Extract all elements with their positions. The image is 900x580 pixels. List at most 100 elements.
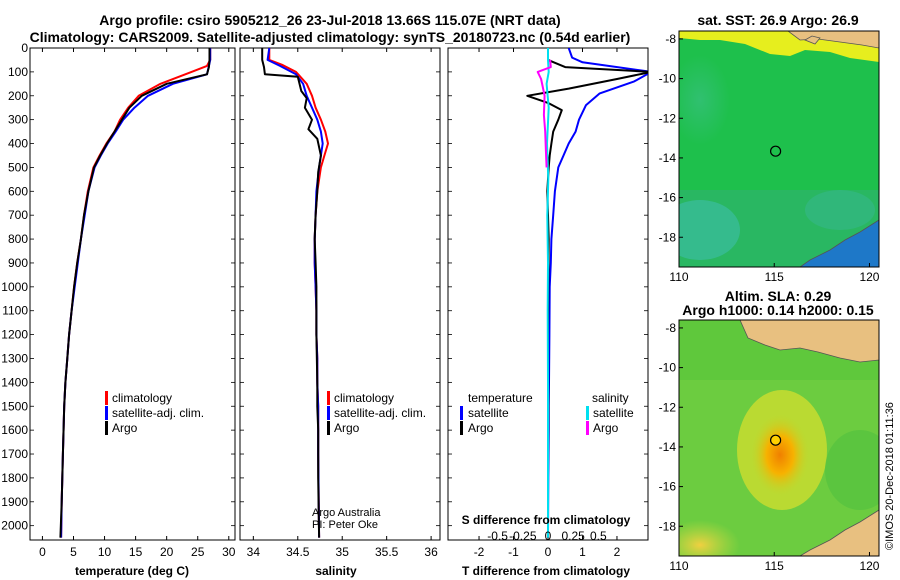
- legend-swatch-argo: [327, 421, 330, 435]
- lat-tick-label: -8: [665, 32, 676, 46]
- depth-tick-label: 1400: [1, 375, 28, 389]
- salinity-x-axis: 34 34.5 35 35.5 36: [247, 48, 438, 559]
- sla-map-title: Altim. SLA: 0.29: [725, 288, 832, 304]
- argo-float-marker: [769, 434, 782, 446]
- series-line-argo: [261, 48, 322, 538]
- lon-tick-label: 115: [765, 559, 784, 573]
- depth-tick-label: 100: [8, 65, 28, 79]
- depth-tick-label: 1800: [1, 471, 28, 485]
- depth-tick-label: 900: [8, 256, 28, 270]
- lat-tick-label: -10: [659, 361, 677, 375]
- legend-heading-temperature: temperature: [468, 391, 533, 405]
- depth-tick-label: 1900: [1, 495, 28, 509]
- depth-tick-label: 1500: [1, 399, 28, 413]
- legend-heading-salinity: salinity: [592, 391, 629, 405]
- legend-swatch-argo: [105, 421, 108, 435]
- sst-map-axes: -8 -10 -12 -14 -16 -18 110 115 120: [659, 32, 880, 284]
- s-diff-tick-label: -0.5: [487, 529, 508, 543]
- lat-tick-label: -16: [659, 191, 677, 205]
- temperature-x-label: temperature (deg C): [75, 564, 189, 578]
- legend-swatch-satellite: [105, 406, 108, 420]
- x-tick-label: -2: [474, 545, 485, 559]
- depth-tick-label: 400: [8, 137, 28, 151]
- difference-legend: temperature satellite Argo salinity sate…: [460, 391, 634, 435]
- legend-label-t-satellite: satellite: [468, 406, 509, 420]
- lon-tick-label: 115: [765, 270, 784, 284]
- legend-swatch-satellite: [327, 406, 330, 420]
- depth-tick-label: 500: [8, 160, 28, 174]
- series-line-salinity-argo: [536, 59, 552, 168]
- x-tick-label: 5: [70, 545, 77, 559]
- series-line-climatology: [60, 48, 212, 538]
- depth-tick-label: 2000: [1, 519, 28, 533]
- depth-tick-label: 200: [8, 89, 28, 103]
- temperature-x-axis: 0 5 10 15 20 25 30: [39, 48, 236, 559]
- sla-anomaly-core: [750, 413, 810, 497]
- series-line-temperature-satellite: [547, 48, 648, 538]
- legend-swatch-climatology: [327, 391, 330, 405]
- legend-swatch-climatology: [105, 391, 108, 405]
- x-tick-label: 35.5: [375, 545, 399, 559]
- s-difference-ticks: -0.5 -0.25 0 0.25 0.5: [487, 529, 607, 543]
- x-tick-label: 20: [160, 545, 174, 559]
- x-tick-label: 1: [579, 545, 586, 559]
- series-line-satellite-adj-clim-: [266, 48, 324, 538]
- credit-line1: Argo Australia: [312, 507, 381, 519]
- salinity-legend: climatology satellite-adj. clim. Argo: [327, 391, 426, 435]
- series-line-salinity-satellite: [545, 48, 550, 538]
- depth-tick-label: 1100: [2, 304, 28, 318]
- x-tick-label: 25: [191, 545, 205, 559]
- lat-tick-label: -10: [659, 72, 677, 86]
- sst-land-java: [787, 31, 879, 49]
- depth-tick-label: 300: [8, 113, 28, 127]
- legend-swatch-s-satellite: [586, 406, 589, 420]
- depth-tick-label: 1300: [1, 351, 28, 365]
- x-tick-label: 10: [98, 545, 112, 559]
- series-line-argo: [59, 48, 211, 538]
- salinity-panel-frame: [239, 47, 441, 541]
- series-line-satellite-adj-clim-: [60, 48, 212, 538]
- sla-map: [679, 320, 879, 556]
- sst-patch: [805, 190, 875, 230]
- lat-tick-label: -12: [659, 111, 677, 125]
- sla-land-java: [739, 320, 879, 363]
- figure-title-line2: Climatology: CARS2009. Satellite-adjuste…: [30, 29, 631, 45]
- sla-map-frame: [678, 319, 880, 557]
- lat-tick-label: -18: [659, 519, 677, 533]
- legend-label-climatology: climatology: [334, 391, 394, 405]
- lat-tick-label: -16: [659, 480, 677, 494]
- legend-swatch-s-argo: [586, 421, 589, 435]
- salinity-profiles: [261, 48, 329, 538]
- s-diff-tick-label: 0.5: [590, 529, 607, 543]
- s-difference-label: S difference from climatology: [462, 513, 631, 527]
- sst-patch: [679, 200, 740, 260]
- sla-map-axes: -8 -10 -12 -14 -16 -18 110 115 120: [659, 321, 880, 573]
- credit-line2: PI: Peter Oke: [312, 519, 378, 531]
- sst-map-title: sat. SST: 26.9 Argo: 26.9: [697, 12, 859, 28]
- lat-tick-label: -8: [665, 321, 676, 335]
- lon-tick-label: 110: [669, 270, 688, 284]
- sst-map-frame: [678, 30, 880, 268]
- depth-tick-label: 700: [8, 208, 28, 222]
- lon-tick-label: 120: [859, 559, 879, 573]
- sla-green-patch: [825, 430, 879, 510]
- legend-swatch-t-satellite: [460, 406, 463, 420]
- sla-coastline: [799, 509, 879, 556]
- legend-label-argo: Argo: [334, 421, 360, 435]
- sst-coastline: [799, 219, 879, 267]
- x-tick-label: 30: [222, 545, 236, 559]
- sla-warm-patch: [679, 520, 740, 556]
- legend-label-s-argo: Argo: [593, 421, 619, 435]
- t-difference-x-label: T difference from climatology: [462, 564, 630, 578]
- lon-tick-label: 120: [859, 270, 879, 284]
- sla-land-australia: [800, 510, 879, 556]
- depth-tick-label: 0: [21, 41, 28, 55]
- legend-label-t-argo: Argo: [468, 421, 494, 435]
- salinity-x-label: salinity: [315, 564, 357, 578]
- depth-tick-label: 1000: [1, 280, 28, 294]
- depth-tick-label: 800: [8, 232, 28, 246]
- x-tick-label: 34.5: [286, 545, 310, 559]
- imos-watermark: ©IMOS 20-Dec-2018 01:11:36: [884, 402, 896, 550]
- s-diff-tick-label: -0.25: [509, 529, 537, 543]
- legend-label-climatology: climatology: [112, 391, 172, 405]
